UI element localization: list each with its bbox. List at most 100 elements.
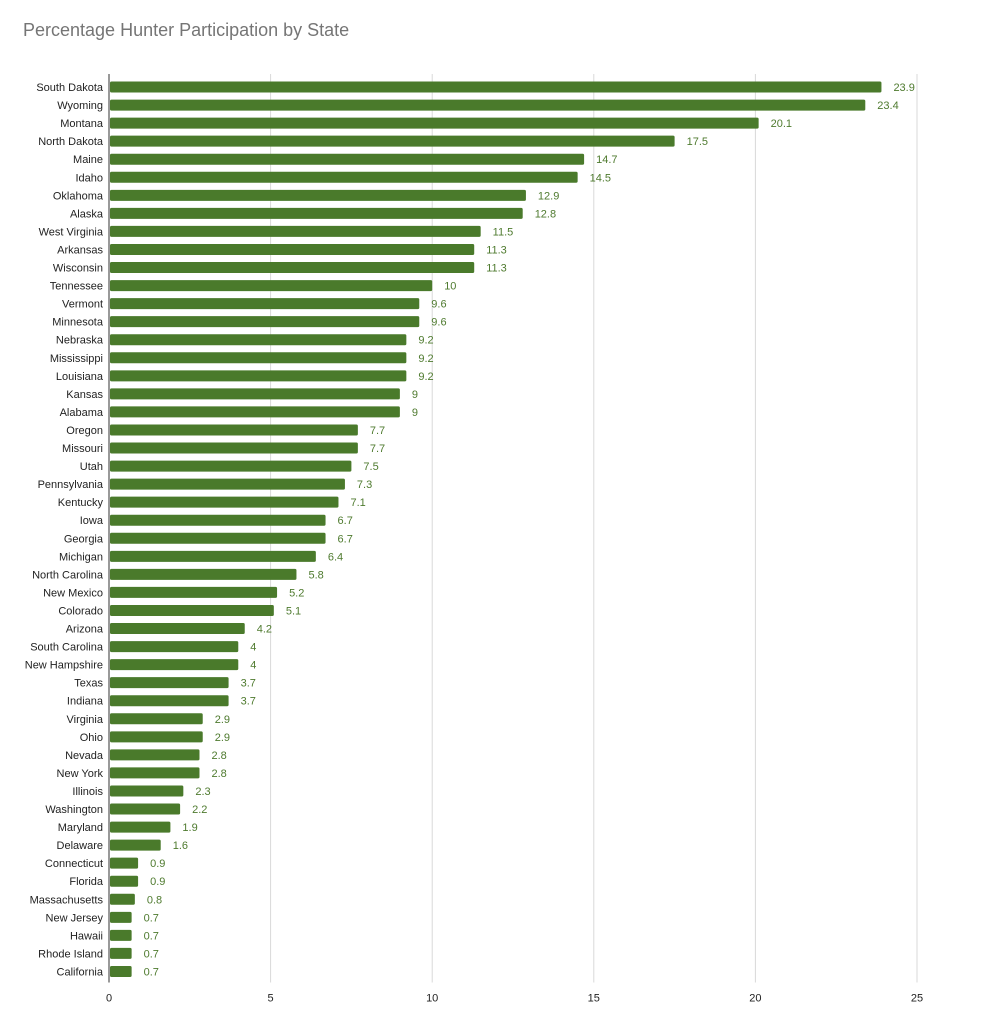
bar (110, 857, 139, 869)
category-label: New Jersey (46, 912, 104, 924)
category-label: West Virginia (39, 226, 104, 238)
data-label: 0.9 (150, 858, 165, 870)
category-label: Mississippi (50, 353, 103, 365)
category-label: Utah (80, 461, 103, 473)
bar (110, 442, 358, 454)
category-label: South Carolina (30, 642, 104, 654)
bar (110, 677, 229, 689)
category-label: Montana (60, 118, 104, 130)
category-label: New Hampshire (25, 660, 103, 672)
bar (110, 406, 400, 418)
category-label: Connecticut (45, 858, 103, 870)
category-label: Nebraska (56, 335, 104, 347)
data-label: 14.7 (596, 154, 617, 166)
data-label: 7.7 (370, 425, 385, 437)
bar (110, 785, 184, 797)
data-label: 1.9 (182, 822, 197, 834)
bar (110, 298, 420, 310)
category-label: Colorado (58, 605, 103, 617)
data-label: 6.7 (338, 533, 353, 545)
data-label: 2.8 (211, 768, 226, 780)
category-label: Arkansas (57, 244, 103, 256)
chart-title: Percentage Hunter Participation by State (23, 20, 350, 40)
category-label: Minnesota (52, 317, 104, 329)
category-label: New York (57, 768, 104, 780)
data-label: 9 (412, 407, 418, 419)
bar (110, 641, 239, 653)
bar (110, 929, 132, 941)
bar (110, 803, 181, 815)
bar (110, 532, 326, 544)
category-label: Tennessee (50, 281, 103, 293)
category-label: Oregon (66, 425, 103, 437)
x-tick-label: 25 (911, 993, 923, 1005)
bar (110, 460, 352, 472)
bar (110, 749, 200, 761)
data-label: 17.5 (687, 136, 708, 148)
bar (110, 839, 161, 851)
data-label: 23.9 (893, 82, 914, 94)
data-label: 12.8 (535, 208, 556, 220)
data-label: 0.7 (144, 966, 159, 978)
bar (110, 207, 523, 219)
category-label: Indiana (67, 696, 104, 708)
category-label: Massachusetts (30, 894, 104, 906)
data-label: 9 (412, 389, 418, 401)
bar (110, 352, 407, 364)
data-label: 4 (250, 660, 256, 672)
bar (110, 153, 585, 165)
bar (110, 695, 229, 707)
data-label: 0.7 (144, 912, 159, 924)
category-label: Idaho (75, 172, 103, 184)
data-label: 4 (250, 642, 256, 654)
data-label: 4.2 (257, 624, 272, 636)
data-label: 11.3 (486, 244, 507, 256)
data-label: 5.1 (286, 605, 301, 617)
data-label: 23.4 (877, 100, 898, 112)
x-tick-label: 15 (588, 993, 600, 1005)
bar (110, 947, 132, 959)
bar (110, 550, 316, 562)
bar (110, 189, 526, 201)
category-label: Texas (74, 678, 103, 690)
x-tick-label: 10 (426, 993, 438, 1005)
bar (110, 388, 400, 400)
bar (110, 893, 135, 905)
data-label: 5.2 (289, 587, 304, 599)
data-label: 12.9 (538, 190, 559, 202)
bar (110, 568, 297, 580)
data-label: 9.2 (418, 353, 433, 365)
data-label: 2.9 (215, 732, 230, 744)
data-label: 0.9 (150, 876, 165, 888)
bar (110, 911, 132, 923)
bar (110, 334, 407, 346)
data-label: 7.3 (357, 479, 372, 491)
bar (110, 99, 866, 111)
data-label: 2.9 (215, 714, 230, 726)
data-label: 6.4 (328, 551, 343, 563)
data-label: 2.2 (192, 804, 207, 816)
category-label: Kentucky (58, 497, 104, 509)
data-label: 10 (444, 281, 456, 293)
data-label: 7.5 (363, 461, 378, 473)
bar (110, 604, 274, 616)
bar (110, 713, 203, 725)
data-label: 0.7 (144, 948, 159, 960)
bar (110, 659, 239, 671)
bar (110, 496, 339, 508)
x-tick-label: 0 (106, 993, 112, 1005)
category-label: Wyoming (57, 100, 103, 112)
bar (110, 135, 675, 147)
category-label: Missouri (62, 443, 103, 455)
bar (110, 280, 433, 292)
data-label: 3.7 (241, 678, 256, 690)
data-label: 14.5 (590, 172, 611, 184)
data-label: 2.3 (195, 786, 210, 798)
bar (110, 965, 132, 977)
x-tick-label: 20 (749, 993, 761, 1005)
bar (110, 81, 882, 93)
bar (110, 478, 345, 490)
category-label: Maryland (58, 822, 103, 834)
category-label: Hawaii (70, 930, 103, 942)
